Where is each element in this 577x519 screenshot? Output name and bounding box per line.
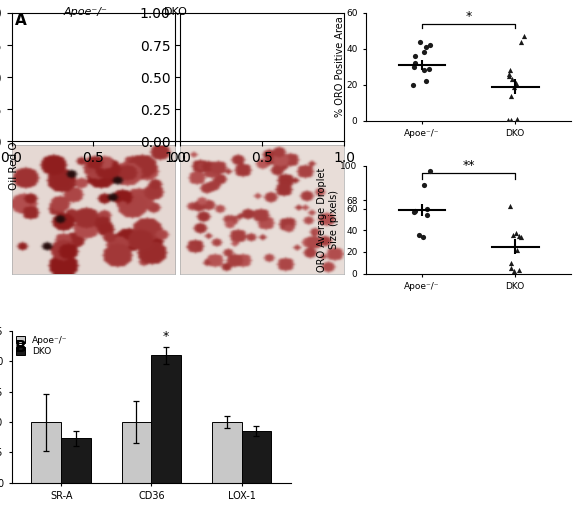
Point [410, 208, 419, 216]
Text: **: ** [462, 159, 475, 172]
Point [511, 79, 520, 87]
Legend: Apoe⁻/⁻, DKO: Apoe⁻/⁻, DKO [14, 334, 70, 358]
Bar [151, 356, 181, 483]
Text: Oil Red O: Oil Red O [9, 142, 20, 190]
Point [509, 83, 519, 91]
Point [409, 63, 418, 71]
Point [507, 91, 516, 100]
Point [509, 267, 518, 276]
Point [505, 66, 515, 75]
Point [419, 48, 428, 57]
Point [506, 201, 515, 210]
Point [507, 264, 516, 272]
Point [414, 230, 423, 239]
Point [519, 32, 529, 40]
Text: *: * [163, 330, 170, 343]
Point [507, 258, 516, 267]
Bar [31, 422, 61, 483]
Point [419, 66, 428, 75]
Bar [61, 439, 91, 483]
Text: DKO: DKO [164, 7, 188, 17]
Point [411, 59, 420, 67]
Point [517, 37, 526, 46]
Point [515, 231, 524, 240]
Point [415, 37, 424, 46]
Point [424, 64, 433, 73]
Point [511, 228, 520, 237]
Point [409, 80, 418, 89]
Point [422, 205, 431, 213]
Point [505, 70, 514, 78]
Point [421, 77, 430, 85]
Bar [212, 422, 242, 483]
Text: B: B [14, 340, 26, 355]
Text: A: A [14, 13, 26, 28]
Point [410, 207, 419, 215]
Point [505, 72, 514, 80]
Point [426, 41, 435, 49]
Point [507, 116, 516, 124]
Point [504, 116, 513, 124]
Text: Apoe⁻/⁻: Apoe⁻/⁻ [63, 7, 107, 17]
Y-axis label: % ORO Positive Area: % ORO Positive Area [335, 17, 344, 117]
Bar [242, 431, 271, 483]
Point [509, 230, 518, 239]
Point [420, 181, 429, 189]
Point [512, 245, 522, 254]
Point [422, 211, 432, 220]
Point [515, 266, 524, 275]
Point [517, 233, 526, 241]
Point [411, 52, 420, 60]
Y-axis label: ORO Average Droplet
Size (pixels): ORO Average Droplet Size (pixels) [317, 168, 339, 272]
Point [425, 167, 434, 175]
Point [513, 115, 522, 123]
Text: *: * [466, 10, 471, 23]
Point [507, 75, 516, 84]
Point [422, 43, 431, 51]
Point [418, 233, 427, 241]
Bar [122, 422, 151, 483]
